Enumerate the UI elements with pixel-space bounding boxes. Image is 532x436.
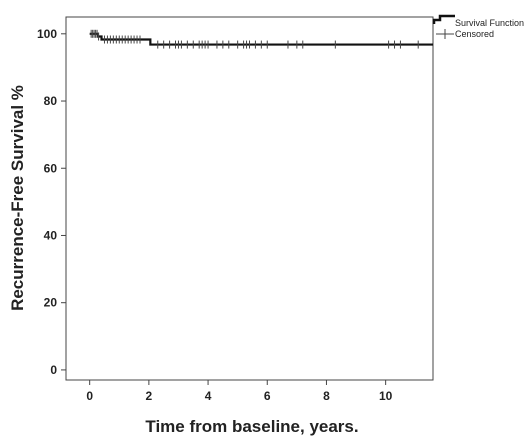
x-axis-title: Time from baseline, years. [145,417,358,436]
x-tick-label: 0 [86,389,93,403]
x-tick-label: 10 [379,389,393,403]
y-tick-label: 20 [44,296,58,310]
y-axis-title: Recurrence-Free Survival % [8,85,27,311]
y-tick-label: 0 [50,363,57,377]
x-tick-label: 6 [264,389,271,403]
x-tick-label: 8 [323,389,330,403]
ticks-layer: 0 20 40 60 80 100 0 2 4 6 8 10 [37,27,393,403]
y-tick-label: 80 [44,94,58,108]
series-layer [89,32,433,46]
legend-survival-label: Survival Function [455,18,524,28]
x-tick-label: 4 [205,389,212,403]
survival-step-line [89,32,433,46]
legend: Survival Function Censored [432,14,524,39]
legend-survival-swatch [432,14,455,24]
censored-markers-layer [90,29,419,49]
y-tick-label: 100 [37,27,57,41]
plot-frame [65,16,434,381]
y-tick-label: 60 [44,161,58,175]
legend-censored-label: Censored [455,29,494,39]
y-tick-label: 40 [44,228,58,242]
x-tick-label: 2 [146,389,153,403]
